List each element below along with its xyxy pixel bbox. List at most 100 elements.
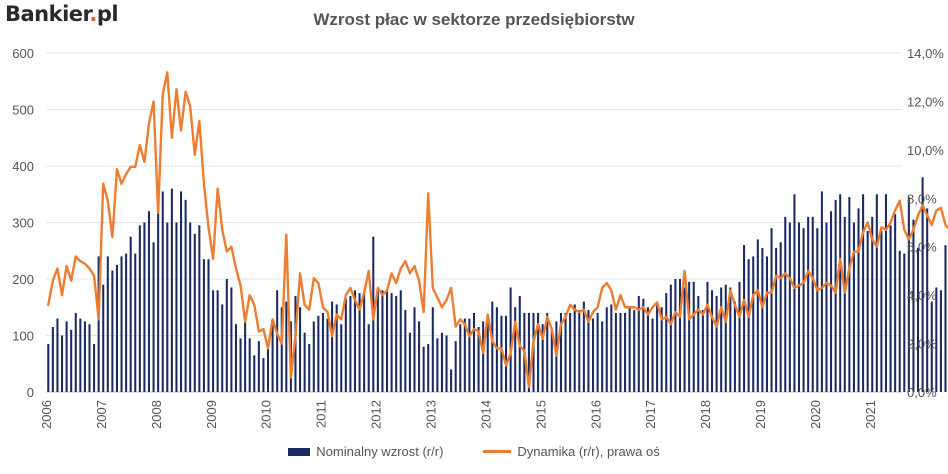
bar [720,287,723,392]
bar [537,312,540,392]
grid-lines [46,52,902,393]
bar [848,197,851,392]
bar [935,287,938,392]
bar [843,216,846,392]
bar [871,216,874,392]
bar [939,290,942,392]
bar [889,225,892,392]
x-tick-label: 2017 [643,400,658,429]
y-left-tick-label: 100 [12,329,34,344]
bar [262,358,265,392]
bar [743,245,746,392]
bar [715,295,718,392]
bar [875,194,878,392]
bar [125,253,128,392]
bar [317,315,320,392]
y-left-tick-label: 600 [12,46,34,61]
bar [308,343,311,392]
bar [761,247,764,392]
bar [454,341,457,392]
bar [601,321,604,392]
bar [60,335,64,392]
bar [619,312,622,392]
bar [202,259,205,392]
bar [578,310,581,392]
bar [459,324,462,392]
bar [546,312,549,392]
bar [628,307,631,392]
bar [862,194,865,392]
bar [793,194,796,392]
y-right-tick-label: 12,0% [907,94,944,109]
bar-series [47,177,947,392]
bar [358,293,361,392]
bar [422,346,425,392]
bar [912,219,915,392]
bar [692,281,695,392]
bar [431,307,434,392]
bar [711,290,714,392]
bar [244,312,247,392]
y-left-tick-label: 200 [12,272,34,287]
y-right-tick-label: 8,0% [907,191,937,206]
bar [944,245,947,392]
bar [193,233,196,392]
bar [486,318,489,392]
bar [765,256,768,392]
bar [605,307,608,392]
bar [418,321,421,392]
x-tick-label: 2015 [533,400,548,429]
bankier-logo[interactable]: Bankier.pl [5,2,119,26]
bar [321,312,324,392]
x-tick-label: 2008 [149,400,164,429]
bar [331,301,334,392]
bar [678,279,682,392]
bar [97,256,100,392]
bar [376,290,379,392]
bar [509,287,512,392]
bar [276,290,279,392]
bar [770,228,773,392]
bar [239,338,242,392]
bar [450,369,453,392]
bar [633,310,636,392]
x-tick-label: 2010 [259,400,274,429]
bar [340,324,343,392]
bar [385,290,389,392]
bar [651,318,654,392]
logo-dot: . [89,2,97,26]
bar [65,321,68,392]
bar [472,312,476,392]
bar [587,310,590,392]
bar [834,199,837,392]
y-right-tick-label: 10,0% [907,143,944,158]
legend-swatch-bars [288,447,311,456]
bar [738,281,741,392]
bar [234,324,237,392]
bar [363,293,366,392]
bar [477,327,480,392]
bar [175,222,178,392]
bar [120,256,123,392]
y-left-tick-label: 300 [12,216,34,231]
bar [811,216,814,392]
bar [916,247,920,392]
bar [152,242,155,392]
x-tick-label: 2006 [39,400,54,429]
bar [257,341,260,392]
bar [70,329,73,392]
bar [157,202,160,392]
bar [299,307,302,392]
bar [225,279,228,392]
bar [74,312,77,392]
bar [637,295,640,392]
bar [747,259,750,392]
x-tick-label: 2021 [863,400,878,429]
bar [656,304,659,392]
y-left-tick-label: 0 [27,385,34,400]
series-line [47,71,948,389]
bar [381,290,384,392]
bar [541,324,544,392]
bar [111,270,114,392]
